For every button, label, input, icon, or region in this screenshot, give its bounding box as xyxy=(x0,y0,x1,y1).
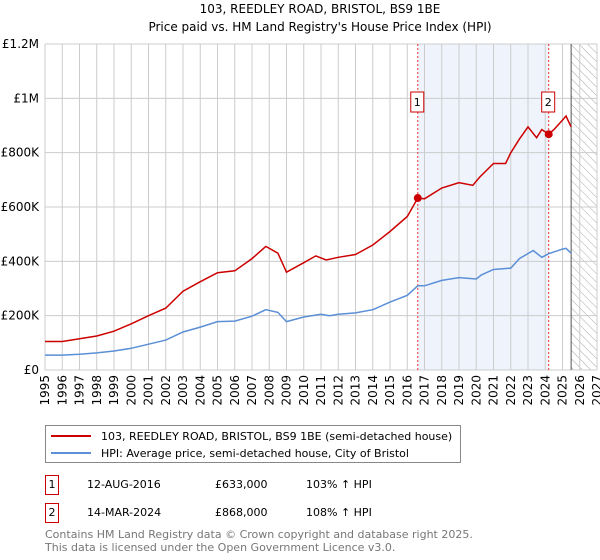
sale-point xyxy=(413,194,422,203)
x-tick-label: 2011 xyxy=(314,375,328,406)
x-tick-label: 1996 xyxy=(55,375,69,406)
sale-badge-label: 2 xyxy=(545,96,552,109)
x-tick-label: 2006 xyxy=(228,375,242,406)
x-tick-label: 2027 xyxy=(590,375,600,406)
x-tick-label: 2020 xyxy=(469,375,483,406)
legend-item-property: 103, REEDLEY ROAD, BRISTOL, BS9 1BE (sem… xyxy=(46,429,452,443)
footer: Contains HM Land Registry data © Crown c… xyxy=(45,528,473,554)
transaction-price: £633,000 xyxy=(215,478,268,491)
x-tick-label: 2003 xyxy=(176,375,190,406)
sale-point xyxy=(544,130,553,139)
transaction-date: 14-MAR-2024 xyxy=(87,506,162,519)
series-line-property xyxy=(45,114,572,343)
x-tick-label: 2001 xyxy=(142,375,156,406)
legend-item-hpi: HPI: Average price, semi-detached house,… xyxy=(46,446,452,460)
x-tick-label: 2012 xyxy=(331,375,345,406)
transaction-price: £868,000 xyxy=(215,506,268,519)
x-tick-label: 1999 xyxy=(107,375,121,406)
price-chart: 103, REEDLEY ROAD, BRISTOL, BS9 1BE Pric… xyxy=(1,2,600,406)
x-tick-label: 2000 xyxy=(124,375,138,406)
series-line-hpi xyxy=(45,247,572,356)
legend: 103, REEDLEY ROAD, BRISTOL, BS9 1BE (sem… xyxy=(45,425,462,463)
sale-badge xyxy=(410,91,425,113)
legend-swatch-blue xyxy=(51,452,91,454)
x-tick-label: 2021 xyxy=(487,375,501,406)
legend-swatch-red xyxy=(51,435,91,437)
x-tick-label: 1995 xyxy=(38,375,52,406)
x-tick-label: 2026 xyxy=(573,375,587,406)
x-tick-label: 1997 xyxy=(73,375,87,406)
x-tick-label: 2005 xyxy=(211,375,225,406)
sale-badge xyxy=(541,91,556,113)
legend-label: 103, REEDLEY ROAD, BRISTOL, BS9 1BE (sem… xyxy=(101,429,453,443)
x-tick-label: 2017 xyxy=(418,375,432,406)
y-tick-label: £600K xyxy=(1,200,41,214)
transaction-badge: 2 xyxy=(45,503,59,523)
x-tick-label: 2022 xyxy=(504,375,518,406)
x-tick-label: 2002 xyxy=(159,375,173,406)
x-tick-label: 2015 xyxy=(383,375,397,406)
sale-badge-label: 1 xyxy=(414,96,421,109)
y-tick-label: £1.2M xyxy=(2,37,39,51)
x-tick-label: 2023 xyxy=(521,375,535,406)
chart-subtitle: Price paid vs. HM Land Registry's House … xyxy=(148,20,491,34)
y-tick-label: £200K xyxy=(1,309,41,323)
x-tick-label: 2019 xyxy=(452,375,466,406)
transaction-date: 12-AUG-2016 xyxy=(87,478,161,491)
chart-title: 103, REEDLEY ROAD, BRISTOL, BS9 1BE xyxy=(200,2,441,16)
transaction-hpi: 108% ↑ HPI xyxy=(306,506,372,519)
y-tick-label: £0 xyxy=(24,363,39,377)
footer-copyright: Contains HM Land Registry data © Crown c… xyxy=(45,528,473,541)
x-tick-label: 2014 xyxy=(366,375,380,406)
transaction-badge: 1 xyxy=(45,475,59,495)
x-tick-label: 2025 xyxy=(556,375,570,406)
y-tick-label: £1M xyxy=(13,91,39,105)
x-tick-label: 1998 xyxy=(90,375,104,406)
x-tick-label: 2024 xyxy=(538,375,552,406)
transaction-hpi: 103% ↑ HPI xyxy=(306,478,372,491)
x-tick-label: 2010 xyxy=(297,375,311,406)
x-tick-label: 2013 xyxy=(349,375,363,406)
x-tick-label: 2016 xyxy=(400,375,414,406)
y-tick-label: £400K xyxy=(1,254,41,268)
x-tick-label: 2008 xyxy=(262,375,276,406)
x-tick-label: 2004 xyxy=(193,375,207,406)
x-tick-label: 2018 xyxy=(435,375,449,406)
x-tick-label: 2009 xyxy=(280,375,294,406)
x-tick-label: 2007 xyxy=(245,375,259,406)
legend-label: HPI: Average price, semi-detached house,… xyxy=(101,446,409,460)
y-tick-label: £800K xyxy=(1,146,41,160)
footer-licence: This data is licensed under the Open Gov… xyxy=(45,541,396,554)
